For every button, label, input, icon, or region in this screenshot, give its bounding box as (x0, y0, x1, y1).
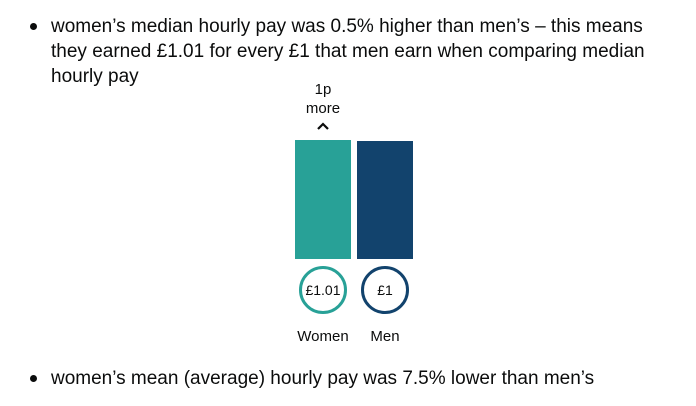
bar-women (295, 140, 351, 259)
value-label-women: £1.01 (299, 266, 347, 314)
difference-amount-label: 1p (314, 81, 332, 98)
bullet-item-median: women’s median hourly pay was 0.5% highe… (30, 14, 670, 89)
caret-up-icon (317, 122, 329, 130)
difference-word-label: more (305, 100, 341, 117)
bar-men (357, 141, 413, 259)
bullet-text-mean: women’s mean (average) hourly pay was 7.… (51, 368, 595, 389)
bullet-text-median: women’s median hourly pay was 0.5% highe… (51, 16, 645, 87)
bullet-item-mean: women’s mean (average) hourly pay was 7.… (30, 366, 670, 391)
bullet-dot (30, 375, 37, 382)
value-label-men: £1 (361, 266, 409, 314)
category-label-men: Men (370, 328, 400, 345)
category-label-women: Women (297, 328, 349, 345)
bullet-dot (30, 23, 37, 30)
